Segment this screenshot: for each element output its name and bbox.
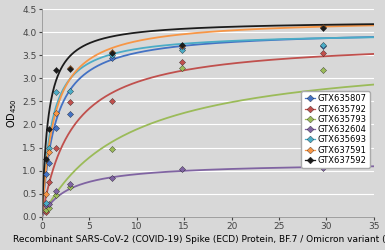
Point: [320, 24, 326, 28]
Point: [67, 182, 73, 186]
Point: [109, 51, 116, 55]
Point: [320, 26, 326, 30]
Point: [46, 180, 52, 184]
Point: [320, 68, 326, 72]
Point: [53, 68, 59, 72]
Point: [109, 99, 116, 103]
Point: [46, 161, 52, 165]
Point: [320, 166, 326, 170]
Point: [42, 208, 49, 212]
Point: [42, 210, 49, 214]
Point: [53, 126, 59, 130]
Point: [109, 53, 116, 57]
Point: [42, 192, 49, 196]
Point: [109, 147, 116, 151]
Point: [67, 66, 73, 70]
Point: [179, 43, 186, 47]
Point: [46, 146, 52, 150]
Point: [179, 48, 186, 52]
Point: [46, 127, 52, 131]
Point: [179, 46, 186, 50]
Point: [42, 157, 49, 161]
Point: [53, 146, 59, 150]
Point: [42, 172, 49, 176]
Point: [179, 44, 186, 48]
Point: [46, 202, 52, 206]
Point: [320, 44, 326, 48]
Point: [67, 112, 73, 116]
Point: [109, 176, 116, 180]
Legend: GTX635807, GTX635792, GTX635793, GTX632604, GTX635693, GTX637591, GTX637592: GTX635807, GTX635792, GTX635793, GTX6326…: [301, 91, 370, 168]
Point: [179, 60, 186, 64]
Point: [67, 67, 73, 71]
Point: [53, 111, 59, 115]
Point: [67, 185, 73, 189]
Point: [320, 43, 326, 47]
Point: [67, 100, 73, 104]
Point: [46, 150, 52, 154]
Point: [320, 51, 326, 55]
Point: [67, 89, 73, 93]
Point: [53, 192, 59, 196]
Point: [53, 90, 59, 94]
Point: [179, 167, 186, 171]
Point: [109, 50, 116, 54]
Point: [109, 56, 116, 60]
Point: [46, 206, 52, 210]
Point: [179, 66, 186, 70]
Y-axis label: OD$_{450}$: OD$_{450}$: [5, 98, 19, 128]
X-axis label: Recombinant SARS-CoV-2 (COVID-19) Spike (ECD) Protein, BF.7 / Omicron variant (n: Recombinant SARS-CoV-2 (COVID-19) Spike …: [13, 236, 385, 244]
Point: [42, 203, 49, 207]
Point: [53, 189, 59, 193]
Point: [42, 201, 49, 205]
